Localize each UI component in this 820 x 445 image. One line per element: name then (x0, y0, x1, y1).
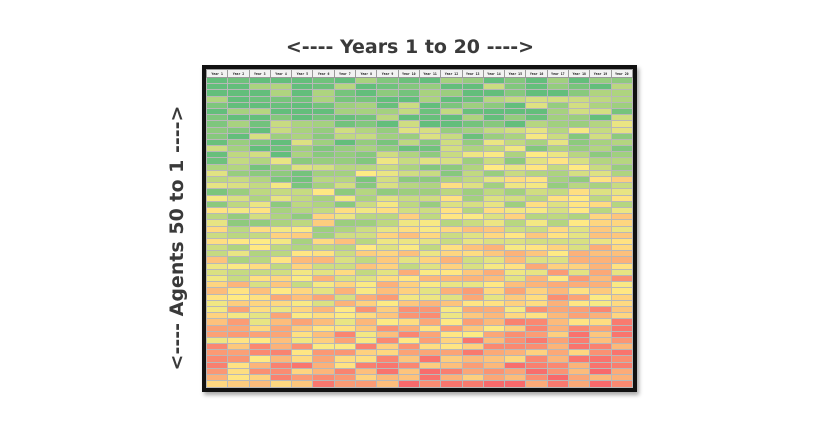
column-header: Year 19 (589, 69, 612, 78)
agents-axis-label: <---- Agents 50 to 1 ----> (166, 105, 188, 371)
table-row (206, 349, 633, 357)
table-row (206, 206, 633, 215)
table-row (206, 219, 633, 227)
table-row (206, 151, 633, 159)
years-axis-label: <---- Years 1 to 20 ----> (285, 36, 535, 58)
column-header: Year 15 (504, 69, 527, 78)
table-cell (418, 380, 442, 388)
column-header: Year 7 (333, 69, 357, 78)
column-header: Year 10 (397, 69, 420, 78)
column-header: Year 5 (291, 69, 314, 78)
table-cell (546, 380, 570, 388)
table-row (206, 281, 633, 289)
table-row (206, 188, 633, 196)
table-cell (525, 380, 548, 388)
table-row (206, 126, 633, 134)
table-cell (248, 380, 271, 388)
table-cell (461, 380, 484, 388)
table-cell (610, 380, 633, 388)
table-cell (206, 380, 229, 388)
spreadsheet: Year 1 Year 2 Year 3 Year 4 Year 5 Year 6 Year… (206, 69, 633, 388)
table-cell (397, 380, 420, 388)
table-row (206, 250, 633, 258)
column-header: Year 2 (227, 69, 250, 78)
table-row (206, 120, 633, 128)
column-header: Year 6 (312, 69, 335, 78)
spreadsheet-frame: Year 1 Year 2 Year 3 Year 4 Year 5 Year 6 Year… (202, 65, 637, 392)
table-row (206, 324, 633, 332)
column-header: Year 17 (546, 69, 570, 78)
table-row (206, 336, 633, 345)
table-row (206, 305, 633, 314)
column-header: Year 16 (525, 69, 548, 78)
table-cell (227, 380, 250, 388)
table-row (206, 274, 633, 283)
table-cell (610, 373, 633, 382)
column-header: Year 1 (206, 69, 229, 78)
table-cell (291, 380, 314, 388)
column-header: Year 11 (418, 69, 442, 78)
heatmap-table: Year 1 Year 2 Year 3 Year 4 Year 5 Year 6 Year… (206, 69, 633, 388)
column-header: Year 4 (269, 69, 293, 78)
table-row (206, 101, 633, 109)
column-header: Year 13 (461, 69, 484, 78)
column-header: Year 12 (440, 69, 463, 78)
table-cell (333, 380, 357, 388)
table-row (206, 83, 633, 91)
table-row (206, 225, 633, 233)
column-header: Year 9 (376, 69, 399, 78)
column-header: Year 20 (610, 69, 633, 78)
column-header: Year 18 (568, 69, 591, 78)
table-cell (482, 380, 506, 388)
column-header: Year 8 (355, 69, 378, 78)
table-row (206, 312, 633, 320)
table-row (206, 231, 633, 239)
table-cell (312, 380, 335, 388)
table-row (206, 175, 633, 184)
table-cell (440, 380, 463, 388)
table-row (206, 200, 633, 208)
column-header: Year 14 (482, 69, 506, 78)
table-row (206, 361, 633, 369)
table-cell (568, 380, 591, 388)
table-body (206, 76, 633, 388)
table-cell (504, 380, 527, 388)
table-row (206, 262, 633, 270)
column-header: Year 3 (248, 69, 271, 78)
table-row (206, 163, 633, 171)
header-row: Year 1 Year 2 Year 3 Year 4 Year 5 Year 6 Year… (206, 69, 633, 78)
table-cell (376, 380, 399, 388)
table-cell (355, 380, 378, 388)
table-row (206, 380, 633, 388)
table-cell (589, 380, 612, 388)
table-cell (269, 380, 293, 388)
table-row (206, 373, 633, 382)
table-row (206, 169, 633, 178)
